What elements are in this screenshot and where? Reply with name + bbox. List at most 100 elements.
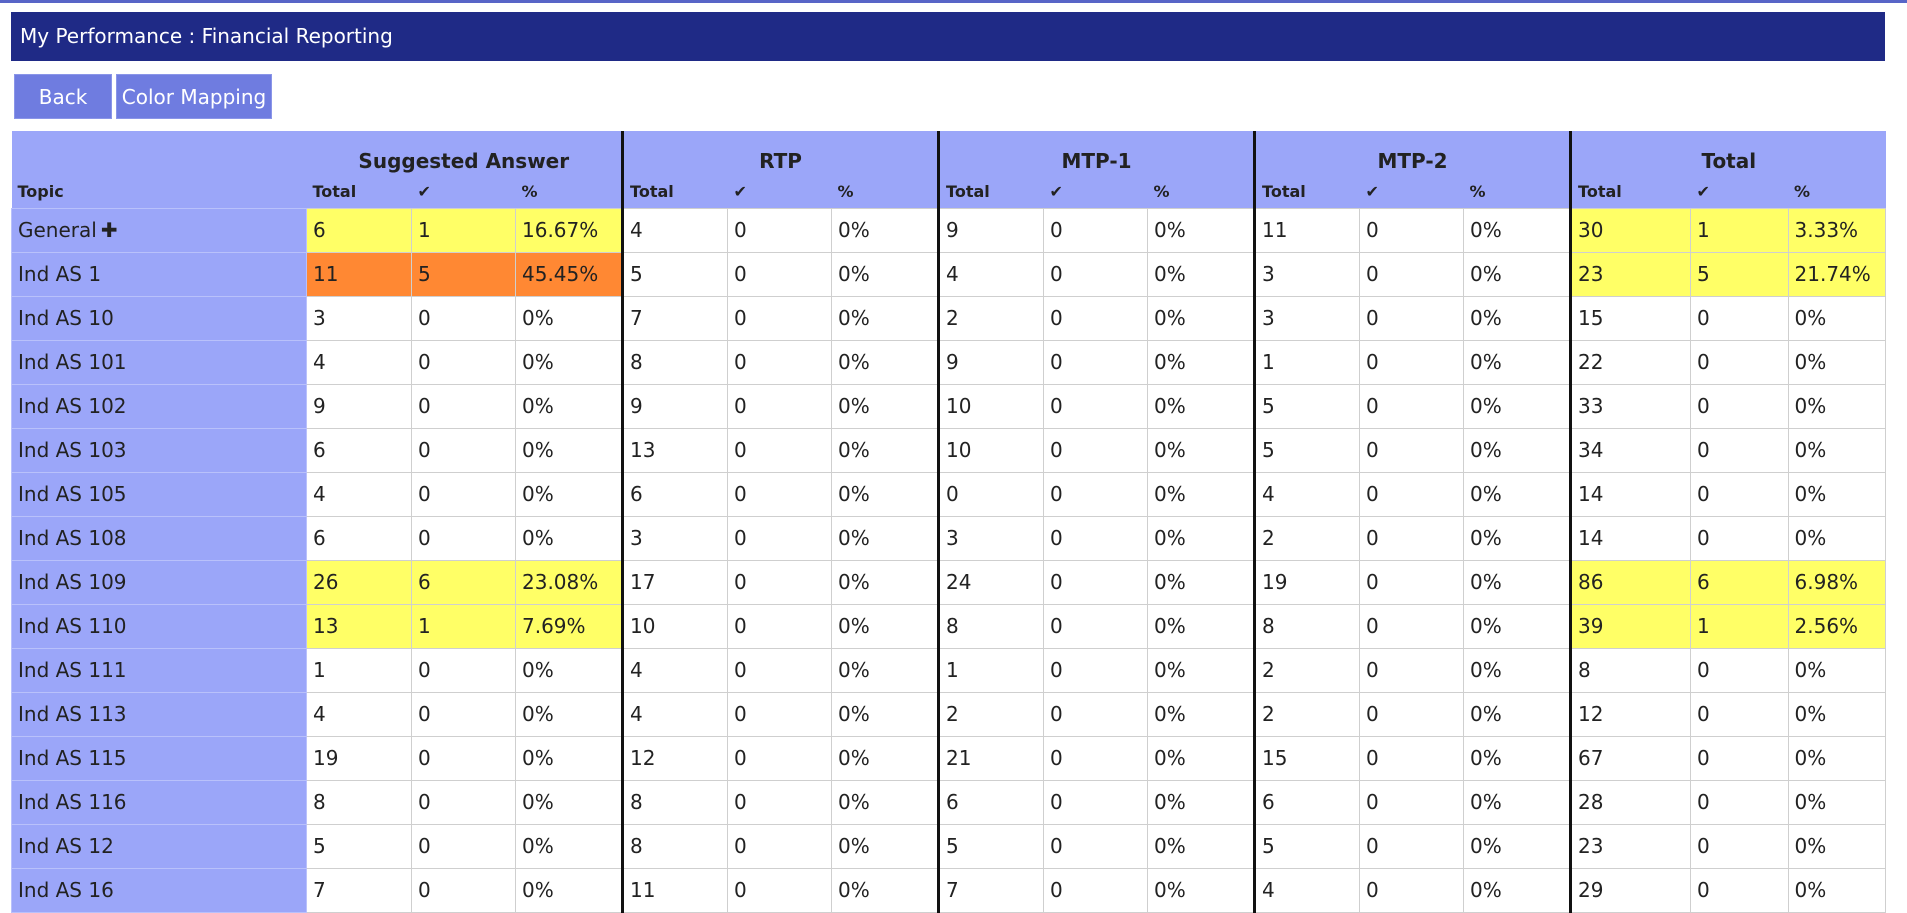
- total-total-cell: 29: [1569, 867, 1692, 913]
- rtp-correct-cell: 0: [727, 207, 833, 253]
- mtp-2-total-cell: 5: [1253, 383, 1361, 429]
- sub-header-suggested-answer-percent: %: [515, 175, 623, 208]
- mtp-2-total-cell: 1: [1253, 339, 1361, 385]
- rtp-total-cell: 7: [621, 295, 729, 341]
- rtp-correct-cell: 0: [727, 515, 833, 561]
- rtp-percent-cell: 0%: [831, 559, 940, 605]
- table-row: Ind AS 108 6 0 0% 3 0 0% 3 0 0% 2 0 0% 14 0 0%: [11, 515, 1887, 561]
- mtp-1-correct-cell: 0: [1043, 559, 1149, 605]
- mtp-1-correct-cell: 0: [1043, 647, 1149, 693]
- suggested-answer-percent-cell: 0%: [514, 823, 624, 869]
- sub-header-rtp-correct: ✔: [727, 175, 832, 208]
- topic-header: Topic: [11, 175, 307, 208]
- mtp-2-percent-cell: 0%: [1463, 647, 1572, 693]
- mtp-1-correct-cell: 0: [1043, 691, 1149, 737]
- mtp-2-correct-cell: 0: [1359, 515, 1465, 561]
- table-row: Ind AS 115 19 0 0% 12 0 0% 21 0 0% 15 0 0% 67 0 0%: [11, 735, 1887, 781]
- sub-header-mtp-1-total: Total: [937, 175, 1044, 208]
- suggested-answer-correct-cell: 0: [411, 823, 516, 869]
- mtp-2-percent-cell: 0%: [1463, 251, 1572, 297]
- mtp-1-percent-cell: 0%: [1147, 691, 1256, 737]
- group-header-total: Total: [1569, 131, 1886, 175]
- mtp-1-total-cell: 6: [937, 779, 1045, 825]
- mtp-2-correct-cell: 0: [1359, 691, 1465, 737]
- suggested-answer-percent-cell: 0%: [514, 691, 624, 737]
- suggested-answer-total-cell: 4: [306, 691, 412, 737]
- mtp-1-percent-cell: 0%: [1147, 647, 1256, 693]
- mtp-1-total-cell: 24: [937, 559, 1045, 605]
- topic-label: Ind AS 109: [18, 570, 127, 594]
- total-total-cell: 12: [1569, 691, 1692, 737]
- rtp-total-cell: 4: [621, 647, 729, 693]
- total-total-cell: 86: [1569, 559, 1692, 605]
- mtp-2-total-cell: 4: [1253, 867, 1361, 913]
- mtp-2-percent-cell: 0%: [1463, 735, 1572, 781]
- mtp-1-correct-cell: 0: [1043, 823, 1149, 869]
- sub-header-mtp-2-correct: ✔: [1359, 175, 1464, 208]
- mtp-2-total-cell: 3: [1253, 295, 1361, 341]
- suggested-answer-total-cell: 9: [306, 383, 412, 429]
- mtp-1-total-cell: 10: [937, 427, 1045, 473]
- suggested-answer-percent-cell: 0%: [514, 647, 624, 693]
- mtp-1-correct-cell: 0: [1043, 471, 1149, 517]
- suggested-answer-correct-cell: 6: [411, 559, 516, 605]
- total-total-cell: 67: [1569, 735, 1692, 781]
- suggested-answer-correct-cell: 0: [411, 867, 516, 913]
- topic-label: Ind AS 12: [18, 834, 114, 858]
- suggested-answer-correct-cell: 0: [411, 427, 516, 473]
- rtp-correct-cell: 0: [727, 779, 833, 825]
- mtp-2-correct-cell: 0: [1359, 647, 1465, 693]
- total-total-cell: 33: [1569, 383, 1692, 429]
- mtp-1-percent-cell: 0%: [1147, 823, 1256, 869]
- table-row: Ind AS 102 9 0 0% 9 0 0% 10 0 0% 5 0 0% 33 0 0%: [11, 383, 1887, 429]
- rtp-total-cell: 17: [621, 559, 729, 605]
- sub-header-rtp-percent: %: [831, 175, 939, 208]
- suggested-answer-percent-cell: 0%: [514, 515, 624, 561]
- mtp-1-percent-cell: 0%: [1147, 735, 1256, 781]
- mtp-2-total-cell: 3: [1253, 251, 1361, 297]
- suggested-answer-percent-cell: 0%: [514, 295, 624, 341]
- mtp-1-correct-cell: 0: [1043, 207, 1149, 253]
- suggested-answer-correct-cell: 0: [411, 383, 516, 429]
- total-total-cell: 39: [1569, 603, 1692, 649]
- suggested-answer-percent-cell: 0%: [514, 339, 624, 385]
- mtp-1-correct-cell: 0: [1043, 339, 1149, 385]
- mtp-2-total-cell: 5: [1253, 823, 1361, 869]
- total-percent-cell: 0%: [1787, 867, 1887, 913]
- mtp-2-percent-cell: 0%: [1463, 383, 1572, 429]
- group-header-mtp-1: MTP-1: [937, 131, 1255, 175]
- rtp-correct-cell: 0: [727, 383, 833, 429]
- mtp-1-percent-cell: 0%: [1147, 471, 1256, 517]
- total-correct-cell: 0: [1690, 383, 1789, 429]
- total-correct-cell: 0: [1690, 691, 1789, 737]
- topic-cell[interactable]: General ✚: [11, 207, 307, 253]
- total-percent-cell: 0%: [1787, 427, 1887, 473]
- total-total-cell: 8: [1569, 647, 1692, 693]
- topic-cell: Ind AS 110: [11, 603, 307, 649]
- topic-label: Ind AS 110: [18, 614, 127, 638]
- topic-cell: Ind AS 108: [11, 515, 307, 561]
- total-correct-cell: 0: [1690, 295, 1789, 341]
- mtp-1-total-cell: 7: [937, 867, 1045, 913]
- rtp-percent-cell: 0%: [831, 867, 940, 913]
- suggested-answer-total-cell: 5: [306, 823, 412, 869]
- table-row: Ind AS 109 26 6 23.08% 17 0 0% 24 0 0% 19 0 0% 86 6 6.9…: [11, 559, 1887, 605]
- suggested-answer-percent-cell: 0%: [514, 867, 624, 913]
- mtp-1-percent-cell: 0%: [1147, 251, 1256, 297]
- rtp-total-cell: 8: [621, 339, 729, 385]
- mtp-1-total-cell: 2: [937, 295, 1045, 341]
- total-percent-cell: 0%: [1787, 691, 1887, 737]
- group-header-rtp: RTP: [621, 131, 939, 175]
- top-accent-line: [0, 0, 1907, 3]
- sub-header-rtp-total: Total: [621, 175, 728, 208]
- total-total-cell: 28: [1569, 779, 1692, 825]
- total-percent-cell: 0%: [1787, 471, 1887, 517]
- color-mapping-button[interactable]: Color Mapping: [116, 74, 272, 119]
- suggested-answer-percent-cell: 0%: [514, 735, 624, 781]
- total-percent-cell: 0%: [1787, 823, 1887, 869]
- back-button[interactable]: Back: [14, 74, 112, 119]
- suggested-answer-percent-cell: 16.67%: [514, 207, 624, 253]
- plus-icon[interactable]: ✚: [100, 218, 118, 242]
- sub-header-mtp-2-percent: %: [1463, 175, 1571, 208]
- topic-cell: Ind AS 103: [11, 427, 307, 473]
